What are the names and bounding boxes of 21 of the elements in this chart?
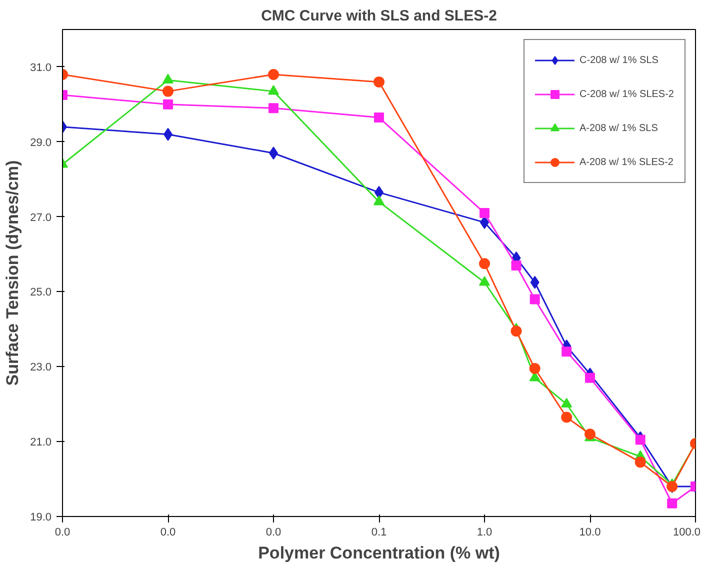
y-tick-label: 21.0 bbox=[30, 436, 52, 449]
x-tick-label: 0.1 bbox=[371, 526, 387, 538]
legend-label: C-208 w/ 1% SLES-2 bbox=[580, 88, 674, 100]
x-axis-title: Polymer Concentration (% wt) bbox=[258, 544, 500, 562]
y-tick-label: 19.0 bbox=[30, 512, 52, 524]
x-tick-label: 10.0 bbox=[579, 526, 601, 538]
legend-label: C-208 w/ 1% SLS bbox=[580, 54, 658, 66]
x-tick-label: 100.0 bbox=[672, 526, 701, 538]
y-tick-label: 27.0 bbox=[30, 212, 52, 224]
y-axis-title: Surface Tension (dynes/cm) bbox=[3, 160, 22, 386]
legend-label: A-208 w/ 1% SLES-2 bbox=[580, 156, 674, 168]
y-tick-label: 29.0 bbox=[30, 136, 52, 149]
x-tick-label: 0.0 bbox=[54, 526, 70, 538]
chart-title: CMC Curve with SLS and SLES-2 bbox=[261, 8, 497, 24]
x-tick-label: 0.0 bbox=[266, 526, 282, 538]
y-tick-label: 23.0 bbox=[30, 362, 52, 374]
x-tick-label: 0.0 bbox=[160, 526, 176, 538]
y-tick-label: 25.0 bbox=[30, 286, 52, 299]
legend-label: A-208 w/ 1% SLS bbox=[580, 122, 658, 134]
y-tick-label: 31.0 bbox=[30, 62, 52, 74]
x-tick-label: 1.0 bbox=[476, 526, 492, 538]
